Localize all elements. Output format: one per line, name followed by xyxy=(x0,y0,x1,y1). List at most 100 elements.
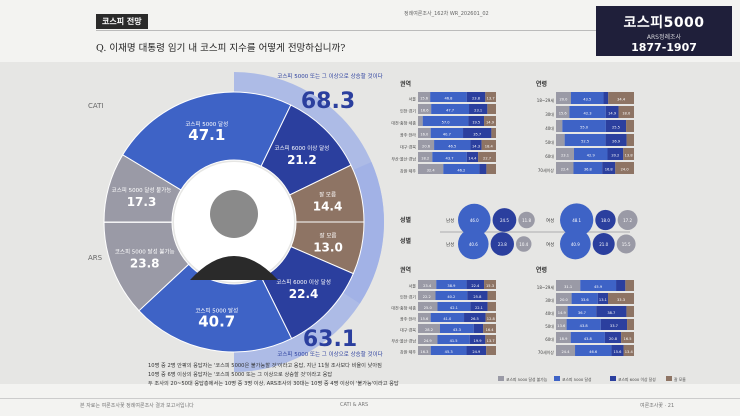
ars-male-bubble-value: 10.4 xyxy=(519,242,528,247)
cati-male-bubble-value: 24.5 xyxy=(500,218,509,223)
ars-region-bar-seg xyxy=(418,335,438,344)
cati-region-row-label: 부산·울산·경남 xyxy=(391,155,416,161)
ars-age-bar-value: 14.9 xyxy=(558,311,567,315)
ars-female-bubble-value: 40.9 xyxy=(571,242,580,247)
footer-right: 여론조사꽃 · 21 xyxy=(640,403,675,409)
header-rule xyxy=(96,30,636,31)
ars-region-row-label: 서울 xyxy=(409,283,417,289)
cati-slice-label: 코스피 5000 달성 불가능 xyxy=(112,186,172,194)
legend-swatch xyxy=(498,376,504,381)
cati-age-bar-seg xyxy=(564,134,606,146)
cati-region-bar-seg xyxy=(430,128,464,138)
cati-age-bar-seg xyxy=(626,120,634,132)
cati-slice-label: 잘 모름 xyxy=(319,190,336,198)
cati-callout-label: 코스피 5000 또는 그 이상으로 상승할 것이다 xyxy=(277,72,382,80)
ars-male-label: 남성 xyxy=(446,241,454,248)
ars-age-bar-value: 13.1 xyxy=(599,298,607,302)
ars-slice-label: 코스피 5000 달성 xyxy=(195,306,238,314)
cati-region-bar-value: 20.6 xyxy=(422,144,431,148)
cati-male-label: 남성 xyxy=(446,217,454,224)
ars-region-bar-value: 13.7 xyxy=(487,339,495,343)
cati-region-bar-seg xyxy=(418,116,423,126)
cati-region-bar-seg xyxy=(478,152,496,162)
cati-region-row-label: 인천·경기 xyxy=(400,107,416,113)
cati-age-bar-seg xyxy=(605,120,627,132)
cati-region-bar-value: 15.6 xyxy=(420,96,429,100)
cati-age-bar-value: 15.6 xyxy=(559,112,568,116)
cati-region-bar-seg xyxy=(418,152,433,162)
ars-slice-label: 코스피 5000 달성 불가능 xyxy=(115,247,175,255)
ars-age-bar-seg xyxy=(623,345,634,356)
cati-region-bar-seg xyxy=(422,116,469,126)
ars-region-bar-value: 42.1 xyxy=(450,306,458,310)
cati-age-bar-value: 26.9 xyxy=(612,140,621,144)
cati-region-bar-value: 16.6 xyxy=(421,108,430,112)
cati-female-bubble-value: 18.0 xyxy=(601,218,610,223)
cati-age-bar-value: 16.8 xyxy=(605,168,614,172)
cati-region-bar-value: 32.4 xyxy=(427,168,436,172)
ars-female-bubble-value: 15.5 xyxy=(622,242,631,247)
cati-region-bar-value: 16.0 xyxy=(420,132,429,136)
ars-male-bubble-value: 23.8 xyxy=(498,242,507,247)
ars-age-bar-seg xyxy=(556,319,567,330)
ars-age-bar-value: 45.9 xyxy=(594,285,603,289)
cati-region-bar-seg xyxy=(432,152,467,162)
legend-swatch xyxy=(666,376,672,381)
ars-gender-title: 성별 xyxy=(400,237,412,245)
ars-region-title: 권역 xyxy=(400,266,411,274)
cati-age-bar-value: 43.5 xyxy=(583,98,591,102)
ars-slice-value: 13.0 xyxy=(313,240,343,254)
ars-region-row-label: 부산·울산·경남 xyxy=(391,338,416,344)
ars-female-bubble xyxy=(616,234,636,254)
ars-age-bar-seg xyxy=(566,319,601,330)
ars-age-bar-seg xyxy=(575,345,612,356)
cati-region-bar-seg xyxy=(466,92,486,102)
cati-slice xyxy=(122,91,292,191)
cati-slice-value: 17.3 xyxy=(127,195,157,209)
cati-age-row-label: 50대 xyxy=(545,139,554,145)
ars-age-bar-seg xyxy=(626,306,634,317)
cati-age-bar-seg xyxy=(556,120,563,132)
cati-age-bar-seg xyxy=(605,134,627,146)
ars-region-bar-value: 22.1 xyxy=(475,306,483,310)
cati-age-bar-seg xyxy=(618,106,634,118)
ars-age-bar-seg xyxy=(567,306,597,317)
ars-region-bar-value: 24.9 xyxy=(472,350,481,354)
ars-age-bar-seg xyxy=(600,319,628,330)
note-line1: 10명 중 2명 안팎의 응답자는 '코스피 5000은 불가능할 것'이라고 … xyxy=(148,363,382,369)
ars-region-bar-value: 28.2 xyxy=(425,328,433,332)
cati-age-title: 연령 xyxy=(536,80,547,88)
cati-age-bar-seg xyxy=(569,106,606,118)
cati-region-bar-value: 46.8 xyxy=(444,96,453,100)
ars-female-bubble xyxy=(560,228,591,260)
cati-region-row-label: 광주·전라 xyxy=(400,131,416,137)
ars-age-bar-seg xyxy=(556,280,581,291)
portrait-shoulders xyxy=(190,256,278,280)
cati-region-bar-value: 47.7 xyxy=(446,108,454,112)
cati-slice-label: 코스피 6000 이상 달성 xyxy=(275,144,330,152)
ars-region-bar-seg xyxy=(486,346,496,355)
note-line2: 10명 중 6명 이상의 응답자는 '코스피 5000 또는 그 이상으로 상승… xyxy=(148,372,333,378)
ars-age-row-label: 70세이상 xyxy=(538,349,554,355)
cati-slice-value: 14.4 xyxy=(313,199,343,213)
ars-male-bubble xyxy=(490,232,515,256)
ars-region-row-label: 대구·경북 xyxy=(400,327,416,333)
ars-region-bar-seg xyxy=(466,280,485,289)
footer-left: 본 자료는 여론조사꽃 정례여론조사 결과 보고서입니다 xyxy=(80,403,194,409)
ars-slice xyxy=(103,221,190,312)
ars-region-row-label: 대전·충청·세종 xyxy=(391,305,416,311)
ars-region-bar-seg xyxy=(436,280,467,289)
cati-age-bar-value: 23.1 xyxy=(561,154,569,158)
issue-label: 정례여론조사_162차 WR_202601_02 xyxy=(404,11,489,17)
note-line3: 두 조사의 20~50대 응답층에서는 10명 중 3명 이상, ARS조사의 … xyxy=(148,381,399,387)
ars-region-bar-seg xyxy=(430,313,465,322)
ars-age-bar-seg xyxy=(556,293,572,304)
cati-age-bar-seg xyxy=(615,162,634,174)
ars-region-bar-value: 22.2 xyxy=(423,295,431,299)
footer-center: CATI & ARS xyxy=(340,402,369,408)
ars-region-bar-seg xyxy=(435,291,468,300)
ars-age-bar-value: 31.1 xyxy=(564,285,572,289)
cati-region-bar-value: 13.7 xyxy=(487,96,495,100)
brand-line2: ARS정례조사 xyxy=(646,34,682,41)
